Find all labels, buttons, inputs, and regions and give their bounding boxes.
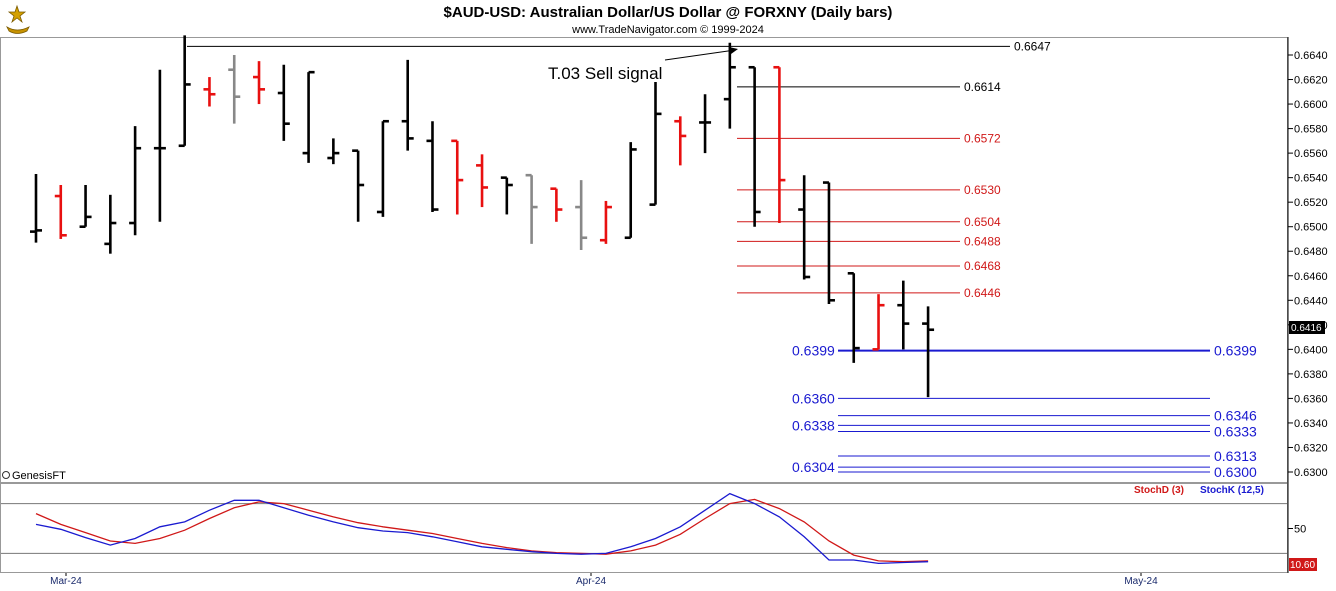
ohlc-bar — [550, 187, 563, 222]
stoch-value-tag: 10.60 — [1289, 558, 1317, 571]
ohlc-bar — [376, 119, 389, 217]
ohlc-bar — [426, 121, 439, 212]
x-tick-label: Mar-24 — [50, 576, 82, 587]
ohlc-bar — [228, 55, 241, 124]
levels-layer — [187, 45, 1210, 473]
signal-arrowhead-icon — [729, 47, 738, 54]
y-tick-label: 0.6480 — [1294, 246, 1328, 258]
current-price-tag: 0.6416 — [1289, 321, 1325, 334]
x-tick-label: Apr-24 — [576, 576, 606, 587]
red-level-label: 0.6488 — [964, 234, 1001, 248]
stoch-tick-label: 50 — [1294, 524, 1306, 536]
ohlc-bar — [525, 173, 538, 244]
y-tick-label: 0.6500 — [1294, 222, 1328, 234]
y-tick-label: 0.6340 — [1294, 418, 1328, 430]
blue-main-level-label-right: 0.6399 — [1214, 343, 1257, 359]
blue-level-label-right: 0.6333 — [1214, 424, 1257, 440]
y-tick-label: 0.6620 — [1294, 75, 1328, 87]
blue-level-label-right: 0.6313 — [1214, 448, 1257, 464]
y-tick-label: 0.6580 — [1294, 124, 1328, 136]
y-tick-label: 0.6360 — [1294, 393, 1328, 405]
ohlc-bar — [624, 142, 637, 240]
y-axis: 0.6640 0.6620 0.6600 0.6580 0.6560 0.6540 0.65… — [1288, 50, 1328, 479]
ohlc-bar — [798, 175, 811, 280]
stoch-k-legend: StochK (12,5) — [1200, 485, 1264, 496]
y-tick-label: 0.6640 — [1294, 50, 1328, 62]
ohlc-bar — [277, 64, 290, 141]
resistance-label: 0.6614 — [964, 80, 1001, 94]
current-price-text: 0.6416 — [1291, 323, 1322, 334]
stoch-d-line — [35, 498, 929, 563]
stochastic-panel — [0, 483, 1288, 573]
ohlc-bar — [922, 306, 935, 398]
level-labels: 0.6647 0.6614 0.6572 0.6530 0.6504 0.6488 0.64… — [792, 39, 1257, 480]
ohlc-bar — [54, 185, 67, 239]
brand-logo-icon — [6, 4, 30, 34]
y-tick-label: 0.6520 — [1294, 197, 1328, 209]
ohlc-bar — [897, 280, 910, 350]
ohlc-bar — [748, 65, 761, 227]
y-tick-label: 0.6300 — [1294, 467, 1328, 479]
brand-label-text: GenesisFT — [12, 470, 66, 482]
blue-main-level-label-left: 0.6399 — [792, 343, 835, 359]
chart-title: $AUD-USD: Australian Dollar/US Dollar @ … — [444, 4, 893, 21]
blue-level-label-right: 0.6346 — [1214, 408, 1257, 424]
ohlc-bar — [104, 194, 117, 254]
ohlc-bar — [178, 35, 191, 148]
blue-level-label-left: 0.6338 — [792, 417, 835, 433]
brand-label: GenesisFT — [2, 470, 66, 482]
red-level-label: 0.6530 — [964, 183, 1001, 197]
resistance-label-top: 0.6647 — [1014, 39, 1051, 53]
stoch-k-line — [35, 492, 929, 565]
y-tick-label: 0.6380 — [1294, 369, 1328, 381]
ohlc-bar — [79, 185, 92, 229]
y-tick-label: 0.6560 — [1294, 148, 1328, 160]
ohlc-bar — [649, 81, 662, 206]
price-bars — [30, 35, 935, 398]
ohlc-bar — [599, 200, 612, 244]
ohlc-bar — [253, 61, 266, 105]
y-tick-label: 0.6460 — [1294, 271, 1328, 283]
y-tick-label: 0.6400 — [1294, 344, 1328, 356]
stoch-value-text: 10.60 — [1290, 560, 1315, 571]
blue-level-label-right: 0.6300 — [1214, 464, 1257, 480]
ohlc-bar — [327, 138, 340, 165]
ohlc-bar — [401, 59, 414, 151]
ohlc-bar — [30, 173, 42, 243]
red-level-label: 0.6572 — [964, 131, 1001, 145]
ohlc-bar — [302, 70, 315, 163]
blue-level-label-left: 0.6304 — [792, 459, 835, 475]
ohlc-bar — [822, 181, 835, 304]
stoch-d-legend: StochD (3) — [1134, 485, 1184, 496]
blue-level-label-left: 0.6360 — [792, 390, 835, 406]
ohlc-bar — [500, 176, 513, 215]
ohlc-bar — [674, 116, 687, 166]
chart-subtitle: www.TradeNavigator.com © 1999-2024 — [571, 24, 764, 36]
ohlc-bar — [153, 69, 166, 222]
ohlc-bar — [575, 180, 588, 251]
red-level-label: 0.6468 — [964, 259, 1001, 273]
y-tick-label: 0.6600 — [1294, 99, 1328, 111]
x-axis: Mar-24 Apr-24 May-24 — [50, 573, 1158, 587]
stochastic-lines: 50 — [1, 492, 1306, 565]
ohlc-bar — [872, 294, 885, 351]
x-tick-label: May-24 — [1124, 576, 1158, 587]
y-tick-label: 0.6320 — [1294, 442, 1328, 454]
ohlc-bar — [476, 154, 489, 208]
ohlc-bar — [203, 77, 216, 107]
ohlc-bar — [699, 94, 712, 154]
signal-label: T.03 Sell signal — [548, 64, 662, 83]
ohlc-bar — [723, 42, 736, 129]
red-level-label: 0.6504 — [964, 215, 1001, 229]
signal-arrow — [664, 49, 736, 61]
ohlc-bar — [451, 139, 464, 215]
ohlc-bar — [847, 272, 860, 363]
y-tick-label: 0.6540 — [1294, 173, 1328, 185]
ohlc-bar — [352, 149, 365, 222]
ohlc-bar — [773, 65, 786, 224]
y-tick-label: 0.6440 — [1294, 295, 1328, 307]
red-level-label: 0.6446 — [964, 286, 1001, 300]
ohlc-bar — [129, 126, 142, 236]
